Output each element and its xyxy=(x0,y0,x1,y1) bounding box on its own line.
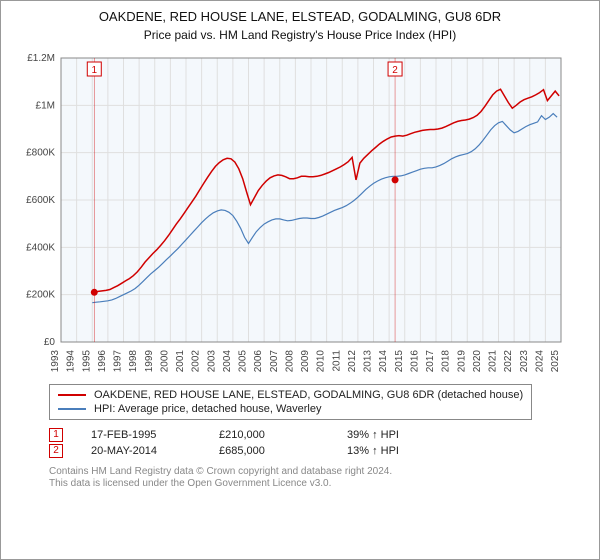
transaction-date: 17-FEB-1995 xyxy=(91,429,191,441)
svg-text:£800K: £800K xyxy=(26,148,55,159)
footer-line-1: Contains HM Land Registry data © Crown c… xyxy=(49,466,579,479)
svg-text:2017: 2017 xyxy=(425,349,436,372)
svg-text:1995: 1995 xyxy=(81,349,92,372)
chart-area: £0 £200K £400K £600K £800K £1M £1.2M 1993 1994 19… xyxy=(13,48,587,378)
svg-text:2006: 2006 xyxy=(253,349,264,372)
svg-text:2016: 2016 xyxy=(409,349,420,372)
legend-item: HPI: Average price, detached house, Wave… xyxy=(58,403,523,415)
chart-title: OAKDENE, RED HOUSE LANE, ELSTEAD, GODALM… xyxy=(13,9,587,26)
svg-text:2025: 2025 xyxy=(550,349,561,372)
svg-text:2004: 2004 xyxy=(222,349,233,372)
legend-swatch xyxy=(58,408,86,410)
svg-text:2008: 2008 xyxy=(284,349,295,372)
transaction-price: £210,000 xyxy=(219,429,319,441)
chart-container: OAKDENE, RED HOUSE LANE, ELSTEAD, GODALM… xyxy=(0,0,600,560)
svg-text:2003: 2003 xyxy=(206,349,217,372)
svg-text:2019: 2019 xyxy=(456,349,467,372)
svg-text:2014: 2014 xyxy=(378,349,389,372)
svg-text:£200K: £200K xyxy=(26,290,55,301)
transaction-diff: 13% ↑ HPI xyxy=(347,445,447,457)
svg-text:1999: 1999 xyxy=(144,349,155,372)
svg-text:£1M: £1M xyxy=(36,100,55,111)
svg-text:£1.2M: £1.2M xyxy=(27,53,55,64)
legend-item: OAKDENE, RED HOUSE LANE, ELSTEAD, GODALM… xyxy=(58,389,523,401)
svg-text:2013: 2013 xyxy=(363,349,374,372)
svg-text:1: 1 xyxy=(92,65,98,76)
svg-text:2024: 2024 xyxy=(534,349,545,372)
svg-text:2022: 2022 xyxy=(503,349,514,372)
transaction-row: 1 17-FEB-1995 £210,000 39% ↑ HPI xyxy=(49,428,579,442)
legend: OAKDENE, RED HOUSE LANE, ELSTEAD, GODALM… xyxy=(49,384,532,420)
svg-text:1996: 1996 xyxy=(97,349,108,372)
legend-swatch xyxy=(58,394,86,396)
footer-line-2: This data is licensed under the Open Gov… xyxy=(49,478,579,491)
svg-text:1997: 1997 xyxy=(113,349,124,372)
svg-text:2023: 2023 xyxy=(519,349,530,372)
svg-text:£600K: £600K xyxy=(26,195,55,206)
svg-text:1994: 1994 xyxy=(66,349,77,372)
transaction-diff: 39% ↑ HPI xyxy=(347,429,447,441)
svg-text:2001: 2001 xyxy=(175,349,186,372)
svg-text:2012: 2012 xyxy=(347,349,358,372)
transaction-markers-list: 1 17-FEB-1995 £210,000 39% ↑ HPI 2 20-MAY-201… xyxy=(49,426,579,460)
svg-text:£0: £0 xyxy=(44,337,56,348)
legend-label: OAKDENE, RED HOUSE LANE, ELSTEAD, GODALM… xyxy=(94,389,523,401)
svg-text:2011: 2011 xyxy=(331,349,342,371)
svg-text:2021: 2021 xyxy=(488,349,499,372)
transaction-price: £685,000 xyxy=(219,445,319,457)
transaction-marker: 1 xyxy=(49,428,63,442)
svg-text:1998: 1998 xyxy=(128,349,139,372)
chart-subtitle: Price paid vs. HM Land Registry's House … xyxy=(13,28,587,42)
svg-text:2000: 2000 xyxy=(159,349,170,372)
svg-text:2009: 2009 xyxy=(300,349,311,372)
svg-text:2007: 2007 xyxy=(269,349,280,372)
transaction-marker: 2 xyxy=(49,444,63,458)
transaction-row: 2 20-MAY-2014 £685,000 13% ↑ HPI xyxy=(49,444,579,458)
footer: Contains HM Land Registry data © Crown c… xyxy=(49,466,579,491)
svg-text:2005: 2005 xyxy=(238,349,249,372)
svg-text:2010: 2010 xyxy=(316,349,327,372)
svg-text:2018: 2018 xyxy=(441,349,452,372)
svg-text:2015: 2015 xyxy=(394,349,405,372)
svg-text:2020: 2020 xyxy=(472,349,483,372)
svg-text:£400K: £400K xyxy=(26,242,55,253)
legend-label: HPI: Average price, detached house, Wave… xyxy=(94,403,321,415)
svg-text:1993: 1993 xyxy=(50,349,61,372)
transaction-date: 20-MAY-2014 xyxy=(91,445,191,457)
line-chart: £0 £200K £400K £600K £800K £1M £1.2M 1993 1994 19… xyxy=(13,48,573,378)
svg-text:2: 2 xyxy=(392,65,398,76)
svg-text:2002: 2002 xyxy=(191,349,202,372)
